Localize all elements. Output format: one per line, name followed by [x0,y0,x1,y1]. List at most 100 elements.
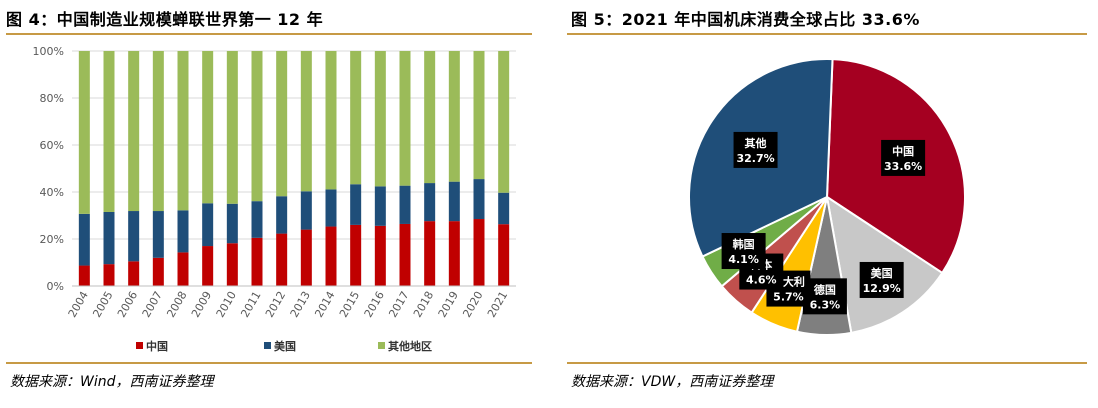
slice-value: 32.7% [736,152,774,165]
y-tick-label: 0% [47,280,64,293]
bar-segment [424,221,436,286]
x-tick-label: 2008 [164,289,189,320]
bar-segment [226,203,238,244]
bar-segment [498,192,510,225]
bar-segment [300,229,312,286]
legend-label: 中国 [146,339,168,353]
bar-segment [374,225,386,286]
bar-segment [350,51,362,185]
y-tick-label: 40% [40,186,64,199]
x-tick-label: 2012 [263,289,288,320]
bar-segment [325,51,337,190]
x-tick-label: 2005 [90,289,115,320]
left-panel: 图 4：中国制造业规模蝉联世界第一 12 年 0% 20% 40% 60% 80% 100… [0,0,532,408]
slice-name: 中国 [892,144,914,158]
bar-segment [152,257,164,286]
slice-value: 33.6% [884,160,922,173]
x-tick-label: 2004 [66,289,91,320]
right-bottom-rule [567,362,1087,364]
slice-label-box [881,139,926,176]
bar-segment [399,223,411,286]
bar-segment [498,224,510,286]
left-top-rule [6,33,532,35]
bar-segment [473,51,485,180]
slice-label-box [733,131,778,168]
pie-chart: 中国33.6%美国12.9%德国6.3%意大利5.7%日本4.6%韩国4.1%其… [688,58,966,336]
slice-name: 美国 [871,266,893,280]
bar-segment [177,51,189,211]
legend-item: 中国 [136,339,168,353]
x-tick-label: 2021 [485,289,510,320]
bar-segment [276,196,288,234]
slice-name: 德国 [813,282,836,296]
right-top-rule [567,33,1087,35]
bar-segment [128,261,140,286]
right-figure-title: 图 5：2021 年中国机床消费全球占比 33.6% [571,10,920,29]
bar-segment [399,51,411,186]
bar-segment [78,213,90,266]
bar-segment [103,211,115,265]
slice-label: 其他 32.7% [733,131,778,168]
x-tick-label: 2010 [214,289,239,320]
bar-segment [177,252,189,286]
bar-segment [128,211,140,262]
bar-segment [177,210,189,253]
x-tick-label: 2016 [362,289,387,320]
left-figure-title: 图 4：中国制造业规模蝉联世界第一 12 年 [6,10,324,29]
bar-segment [152,51,164,212]
bar-segment [448,181,460,222]
x-tick-label: 2017 [386,289,411,320]
bar-segment [251,51,263,202]
legend-label: 美国 [274,339,296,353]
x-tick-label: 2020 [460,289,485,320]
bar-segment [300,51,312,192]
slice-value: 4.6% [746,274,777,287]
bar-segment [374,51,386,187]
x-tick-label: 2014 [312,289,337,320]
y-tick-label: 60% [40,139,64,152]
bar-segment [473,179,485,220]
bar-segment [448,51,460,182]
legend-item: 其他地区 [378,339,432,353]
bar-segment [226,243,238,286]
slice-value: 4.1% [728,253,759,266]
bar-segment [399,185,411,224]
slice-name: 韩国 [733,237,755,251]
bar-segment [424,51,436,184]
bar-segment [128,51,140,212]
x-tick-label: 2006 [115,289,140,320]
bar-segment [448,221,460,286]
bar-segment [350,224,362,286]
bar-segment [202,246,214,286]
y-tick-label: 80% [40,92,64,105]
left-bottom-rule [6,362,532,364]
legend-swatch [378,342,385,349]
bar-segment [374,186,386,226]
x-tick-label: 2011 [238,289,263,320]
bar-segment [350,184,362,225]
right-panel: 图 5：2021 年中国机床消费全球占比 33.6% 中国 33.6% 美国 12.9… [567,0,1098,408]
bar-segment [103,51,115,212]
bar-segment [78,51,90,214]
x-tick-label: 2019 [436,289,461,320]
legend-swatch [264,342,271,349]
bar-segment [473,219,485,286]
slice-label: 韩国 4.1% [721,233,766,270]
bar-segment [251,237,263,286]
x-tick-label: 2015 [337,289,362,320]
x-tick-label: 2009 [189,289,214,320]
slice-label-box [859,261,904,298]
bar-segment [78,265,90,286]
legend-item: 美国 [264,339,296,353]
bar-segment [276,233,288,286]
bar-segment [251,201,263,238]
slice-value: 12.9% [863,282,901,295]
bar-segment [325,226,337,286]
x-tick-label: 2018 [411,289,436,320]
slice-name: 其他 [745,136,767,150]
left-source-note: 数据来源：Wind，西南证券整理 [10,374,214,390]
x-tick-label: 2007 [140,289,165,320]
legend-label: 其他地区 [388,339,432,353]
right-source-note: 数据来源：VDW，西南证券整理 [571,374,774,390]
slice-value: 5.7% [773,291,804,304]
